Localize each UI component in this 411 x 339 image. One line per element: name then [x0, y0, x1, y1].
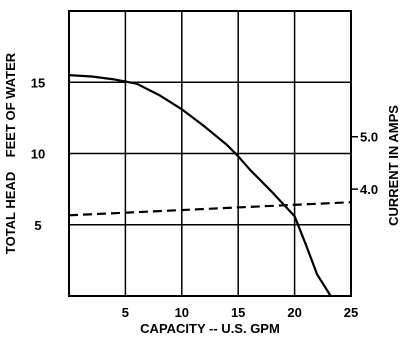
y-right-tick-label: 5.0 — [360, 130, 378, 145]
grid-lines — [69, 11, 351, 296]
x-tick-label: 25 — [344, 305, 358, 320]
x-tick-label: 20 — [287, 305, 301, 320]
y-axis-left-title: TOTAL HEAD FEET OF WATER — [3, 52, 18, 254]
y-axis-right-title: CURRENT IN AMPS — [386, 105, 401, 226]
y-right-tick-label: 4.0 — [360, 182, 378, 197]
current-series-line — [68, 201, 352, 217]
y-left-tick-label: 15 — [31, 75, 45, 90]
x-tick-label: 15 — [231, 305, 245, 320]
y-left-tick-label: 10 — [31, 147, 45, 162]
x-tick-label: 10 — [175, 305, 189, 320]
plot-frame — [68, 10, 352, 297]
y-left-tick-label: 5 — [34, 218, 41, 233]
axis-ticks: 5 10 15 20 25 5 10 15 4.0 5.0 — [31, 75, 378, 320]
x-axis-title: CAPACITY -- U.S. GPM — [140, 321, 280, 336]
x-tick-label: 5 — [122, 305, 129, 320]
head-series-line — [68, 74, 332, 297]
data-series — [68, 74, 352, 297]
